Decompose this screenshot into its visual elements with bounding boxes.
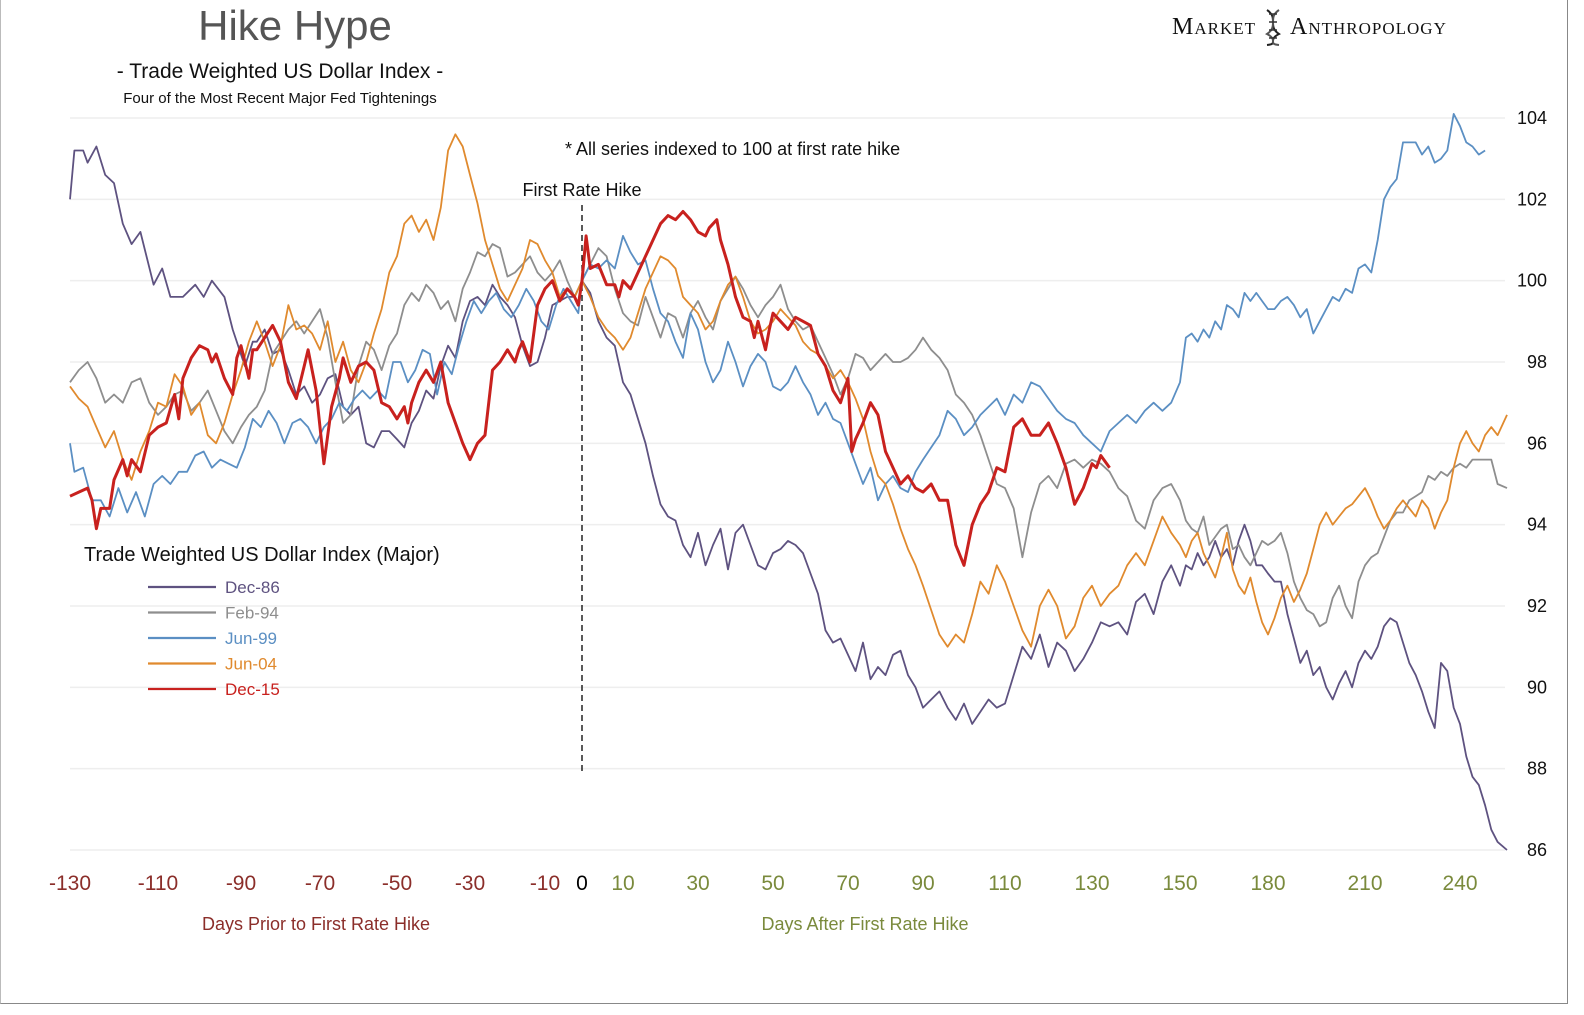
x-tick-label: -70: [305, 872, 335, 895]
y-tick-label: 88: [1527, 759, 1547, 779]
y-tick-label: 104: [1517, 108, 1547, 128]
index-annotation: * All series indexed to 100 at first rat…: [565, 139, 900, 159]
x-tick-label: 30: [686, 872, 709, 895]
legend-label-jun-04: Jun-04: [225, 655, 277, 674]
series-lines: [69, 113, 1508, 851]
x-tick-label: 240: [1442, 872, 1477, 895]
series-line-feb-94: [69, 243, 1508, 628]
x-tick-label: 130: [1074, 872, 1109, 895]
x-tick-label: -90: [226, 872, 256, 895]
x-tick-label: -30: [455, 872, 485, 895]
x-axis-ticks: -130 -110 -90 -70 -50 -30 -10 0 10 30 50 70 90 110 130…: [49, 872, 1478, 895]
legend-label-dec-86: Dec-86: [225, 578, 280, 597]
x-tick-label: 90: [911, 872, 934, 895]
legend-label-dec-15: Dec-15: [225, 680, 280, 699]
x-tick-label: 10: [611, 872, 634, 895]
y-tick-label: 92: [1527, 596, 1547, 616]
y-tick-label: 100: [1517, 271, 1547, 291]
x-tick-label: -50: [382, 872, 412, 895]
x-tick-label: -10: [530, 872, 560, 895]
gridlines: [70, 117, 1505, 851]
legend-title: Trade Weighted US Dollar Index (Major): [84, 544, 440, 566]
brand-left-text: Market: [1172, 13, 1257, 40]
x-axis-label-after: Days After First Rate Hike: [761, 914, 968, 934]
brand-logo: Market Anthropology: [1172, 8, 1447, 46]
y-tick-label: 98: [1527, 352, 1547, 372]
x-tick-label: 50: [761, 872, 784, 895]
x-tick-label: 0: [576, 872, 588, 895]
series-line-dec-15: [69, 210, 1111, 567]
first-rate-hike-label: First Rate Hike: [522, 180, 641, 200]
x-tick-label: 110: [988, 872, 1021, 895]
chart-subtitle: - Trade Weighted US Dollar Index -: [116, 60, 444, 83]
chart-frame: [0, 0, 1568, 1004]
series-line-dec-86: [69, 145, 1508, 851]
legend: Trade Weighted US Dollar Index (Major) D…: [84, 544, 440, 699]
chart-title: Hike Hype: [198, 2, 392, 49]
brand-right-text: Anthropology: [1290, 13, 1447, 40]
x-axis-label-prior: Days Prior to First Rate Hike: [202, 914, 430, 934]
x-tick-label: 210: [1347, 872, 1382, 895]
legend-label-feb-94: Feb-94: [225, 604, 279, 623]
chart-description: Four of the Most Recent Major Fed Tighte…: [123, 90, 437, 107]
y-axis-ticks: 86 88 90 92 94 96 98 100 102 104: [1517, 108, 1547, 860]
y-tick-label: 86: [1527, 840, 1547, 860]
x-tick-label: 150: [1162, 872, 1197, 895]
dna-helix-icon: [1265, 9, 1282, 46]
y-tick-label: 94: [1527, 515, 1547, 535]
x-tick-label: 180: [1250, 872, 1285, 895]
y-tick-label: 96: [1527, 433, 1547, 453]
x-tick-label: 70: [836, 872, 859, 895]
x-tick-label: -130: [49, 872, 91, 895]
x-tick-label: -110: [138, 872, 178, 895]
y-tick-label: 102: [1517, 189, 1547, 209]
y-tick-label: 90: [1527, 677, 1547, 697]
legend-label-jun-99: Jun-99: [225, 629, 277, 648]
